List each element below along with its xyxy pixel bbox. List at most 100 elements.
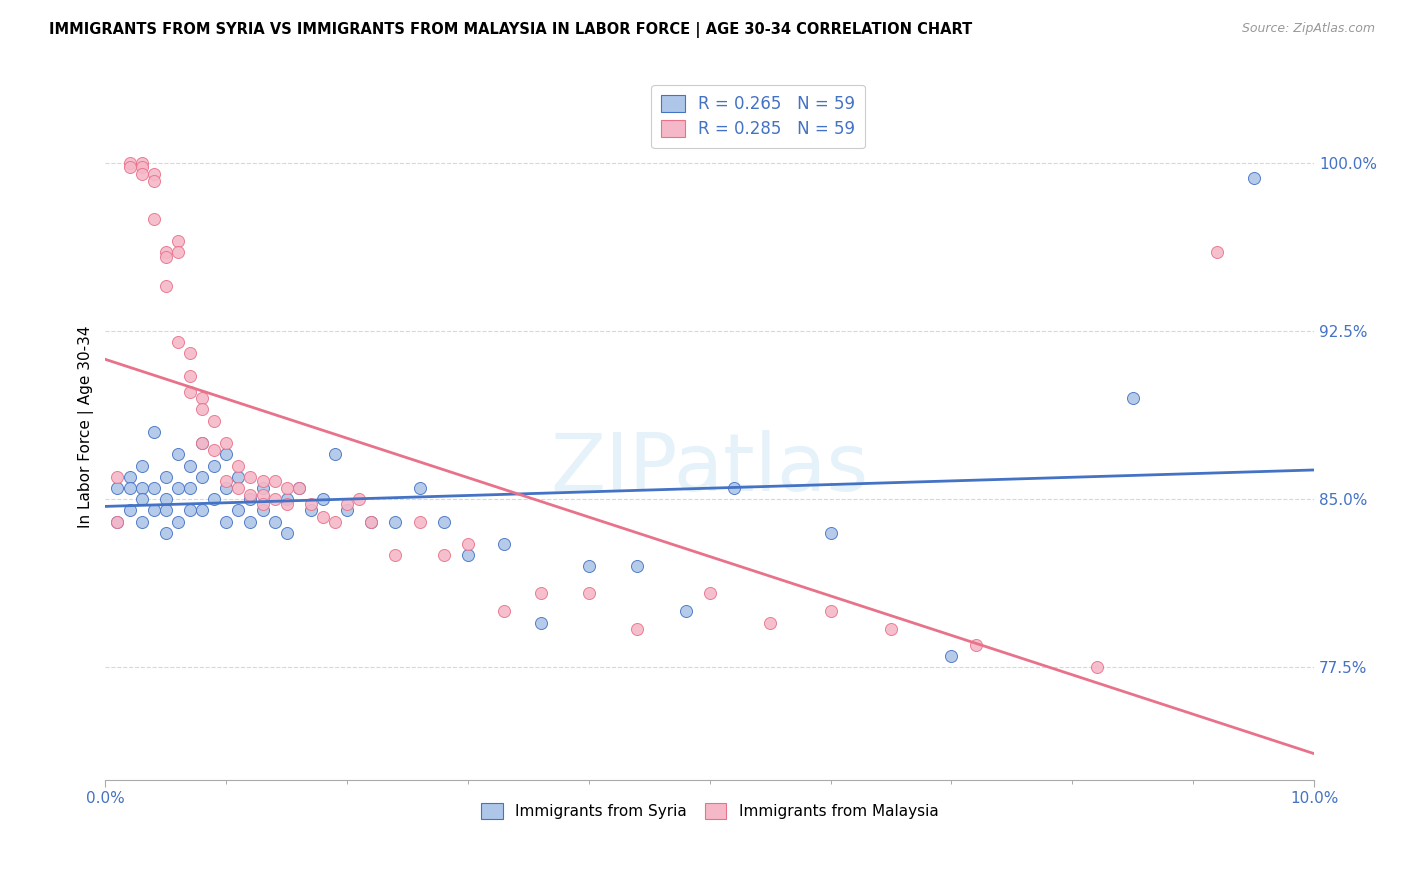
Point	[276, 481, 298, 495]
Point	[276, 497, 298, 511]
Point	[202, 458, 225, 473]
Point	[202, 414, 225, 428]
Point	[131, 167, 153, 181]
Point	[880, 623, 903, 637]
Point	[360, 515, 382, 529]
Point	[191, 402, 214, 417]
Point	[202, 442, 225, 457]
Point	[142, 503, 165, 517]
Point	[675, 604, 697, 618]
Text: Source: ZipAtlas.com: Source: ZipAtlas.com	[1241, 22, 1375, 36]
Point	[118, 155, 141, 169]
Point	[323, 447, 346, 461]
Point	[263, 515, 285, 529]
Point	[118, 469, 141, 483]
Point	[155, 245, 177, 260]
Point	[179, 503, 201, 517]
Point	[142, 174, 165, 188]
Point	[723, 481, 745, 495]
Point	[699, 586, 721, 600]
Point	[252, 497, 274, 511]
Point	[142, 211, 165, 226]
Point	[191, 436, 214, 450]
Point	[239, 515, 262, 529]
Point	[155, 469, 177, 483]
Point	[131, 515, 153, 529]
Point	[1243, 171, 1265, 186]
Point	[276, 525, 298, 540]
Point	[494, 604, 516, 618]
Point	[820, 525, 842, 540]
Point	[107, 515, 129, 529]
Point	[408, 515, 430, 529]
Point	[191, 469, 214, 483]
Point	[191, 391, 214, 405]
Point	[457, 537, 479, 551]
Point	[131, 155, 153, 169]
Point	[228, 481, 250, 495]
Point	[239, 469, 262, 483]
Point	[384, 549, 406, 563]
Point	[179, 458, 201, 473]
Point	[167, 335, 190, 350]
Point	[215, 515, 238, 529]
Point	[626, 623, 648, 637]
Legend: Immigrants from Syria, Immigrants from Malaysia: Immigrants from Syria, Immigrants from M…	[475, 797, 945, 825]
Point	[107, 481, 129, 495]
Point	[578, 586, 600, 600]
Point	[457, 549, 479, 563]
Point	[167, 515, 190, 529]
Point	[215, 447, 238, 461]
Point	[215, 475, 238, 489]
Point	[323, 515, 346, 529]
Point	[336, 497, 359, 511]
Point	[239, 492, 262, 507]
Point	[1206, 245, 1229, 260]
Point	[626, 559, 648, 574]
Point	[384, 515, 406, 529]
Point	[299, 503, 322, 517]
Point	[347, 492, 370, 507]
Point	[118, 160, 141, 174]
Point	[142, 167, 165, 181]
Point	[228, 503, 250, 517]
Point	[202, 492, 225, 507]
Point	[118, 503, 141, 517]
Text: IMMIGRANTS FROM SYRIA VS IMMIGRANTS FROM MALAYSIA IN LABOR FORCE | AGE 30-34 COR: IMMIGRANTS FROM SYRIA VS IMMIGRANTS FROM…	[49, 22, 973, 38]
Point	[179, 346, 201, 360]
Point	[287, 481, 309, 495]
Point	[155, 279, 177, 293]
Point	[252, 475, 274, 489]
Point	[179, 481, 201, 495]
Point	[155, 250, 177, 264]
Point	[167, 447, 190, 461]
Point	[155, 492, 177, 507]
Point	[252, 503, 274, 517]
Point	[228, 458, 250, 473]
Point	[965, 638, 987, 652]
Point	[179, 384, 201, 399]
Point	[276, 492, 298, 507]
Point	[252, 488, 274, 502]
Point	[228, 469, 250, 483]
Point	[759, 615, 782, 630]
Point	[360, 515, 382, 529]
Point	[131, 458, 153, 473]
Point	[433, 549, 456, 563]
Point	[1085, 660, 1108, 674]
Y-axis label: In Labor Force | Age 30-34: In Labor Force | Age 30-34	[79, 325, 94, 527]
Point	[529, 615, 551, 630]
Point	[433, 515, 456, 529]
Point	[239, 488, 262, 502]
Point	[131, 481, 153, 495]
Point	[191, 503, 214, 517]
Point	[107, 515, 129, 529]
Point	[252, 481, 274, 495]
Point	[263, 492, 285, 507]
Point	[336, 503, 359, 517]
Point	[215, 436, 238, 450]
Point	[142, 425, 165, 439]
Point	[299, 497, 322, 511]
Point	[287, 481, 309, 495]
Point	[494, 537, 516, 551]
